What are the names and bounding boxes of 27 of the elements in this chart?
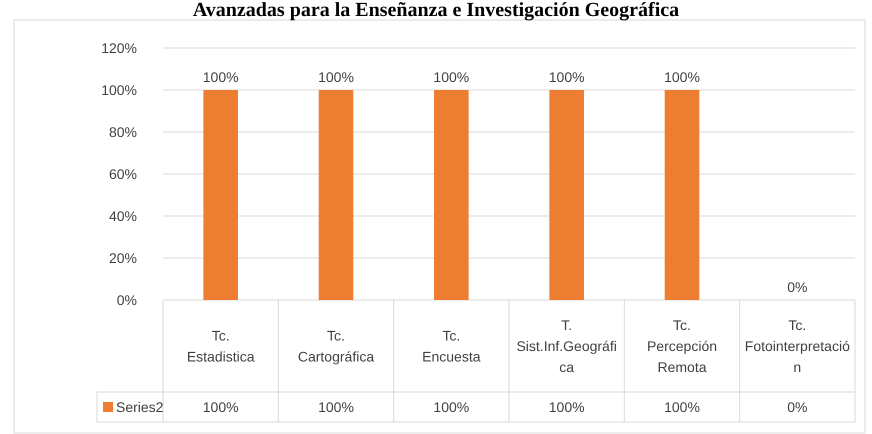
text: 0% [787, 279, 808, 295]
y-tick-label: 80% [108, 124, 137, 140]
data-label: 0% [787, 399, 808, 415]
y-tick-label: 20% [108, 250, 137, 266]
y-tick-label: 120% [101, 40, 137, 56]
text: 100% [318, 69, 354, 85]
text: 100% [202, 69, 239, 85]
chart-title: Avanzadas para la Enseñanza e Investigación Geográfica [192, 0, 680, 21]
data-label: 100% [433, 399, 470, 415]
x-tick-label: Tc. Encuesta [422, 328, 481, 364]
y-tick-label: 100% [101, 82, 137, 98]
text: 100% [548, 69, 585, 85]
text: 100% [433, 69, 470, 85]
legend-label: Series2 [116, 399, 164, 415]
x-tick-label: Tc. Fotointerpretación [744, 317, 850, 375]
y-tick-label: 60% [108, 166, 137, 182]
x-tick-label: T. Sist.Inf.Geográfica [516, 317, 617, 375]
data-label: 100% [548, 399, 585, 415]
x-tick-label: Tc. Estadistica [186, 328, 255, 364]
data-label: 100% [664, 399, 700, 415]
data-label: 100% [318, 399, 354, 415]
data-label: 100% [202, 399, 239, 415]
y-tick-label: 0% [116, 292, 137, 308]
text: 100% [664, 69, 700, 85]
x-tick-label: Tc. Cartográfica [298, 328, 374, 364]
y-tick-label: 40% [108, 208, 137, 224]
x-tick-label: Tc. Percepción Remota [646, 317, 718, 375]
